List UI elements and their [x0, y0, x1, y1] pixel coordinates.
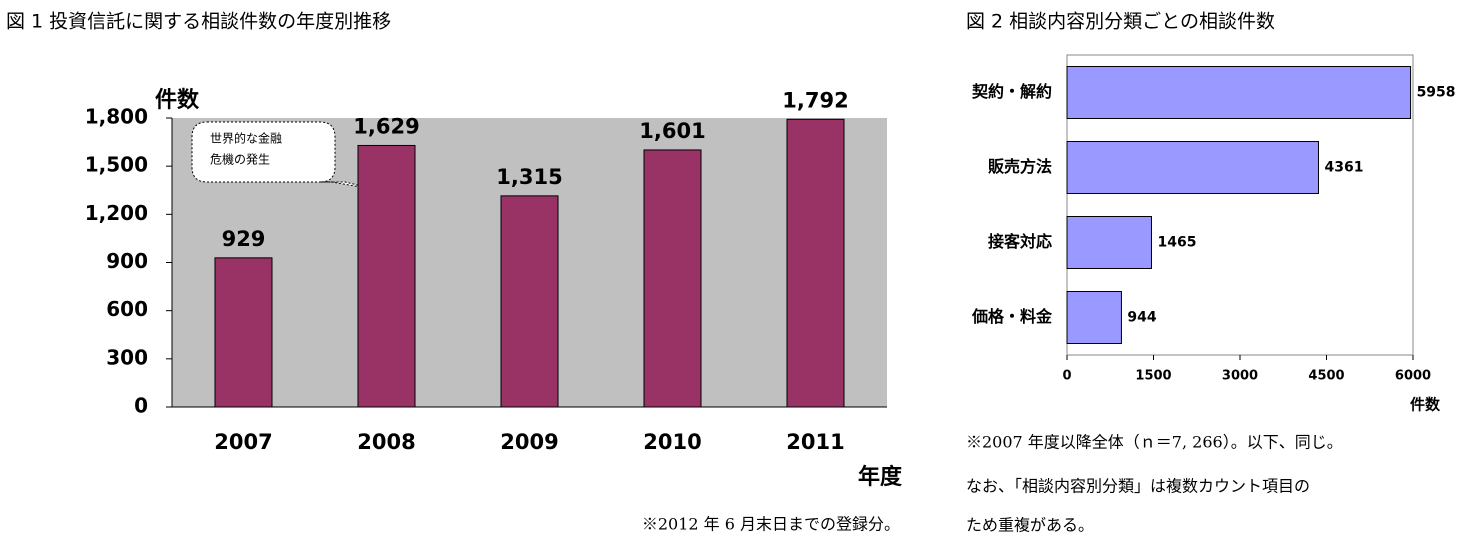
- y-tick-label: 1,200: [85, 201, 148, 225]
- y-tick-label: 1,800: [85, 105, 148, 129]
- y-tick-label: 0: [134, 394, 148, 418]
- bar: [500, 195, 559, 408]
- value-label: 1,601: [639, 119, 705, 143]
- y-tick-label: 契約・解約: [971, 82, 1052, 101]
- chart-title: 図 2 相談内容別分類ごとの相談件数: [966, 11, 1275, 33]
- x-tick-label: 2011: [786, 430, 844, 454]
- bar: [1066, 141, 1319, 194]
- y-axis-label: 件数: [155, 87, 200, 113]
- value-label: 1465: [1157, 235, 1196, 251]
- y-tick-label: 価格・料金: [971, 307, 1053, 326]
- x-tick-label: 2008: [357, 430, 415, 454]
- value-label: 1,629: [353, 114, 419, 138]
- bar: [786, 118, 845, 408]
- footnote: ※2012 年 6 月末日までの登録分。: [642, 515, 900, 534]
- x-tick-label: 6000: [1395, 369, 1431, 384]
- y-tick-label: 1,500: [85, 153, 148, 177]
- x-tick-label: 2010: [643, 430, 701, 454]
- bar: [1066, 216, 1152, 269]
- note: なお、「相談内容別分類」は複数カウント項目の: [966, 477, 1310, 496]
- y-tick-label: 900: [106, 249, 148, 273]
- x-axis-label: 年度: [858, 464, 903, 490]
- value-label: 1,792: [782, 88, 848, 112]
- x-tick-label: 0: [1062, 369, 1071, 384]
- note: ※2007 年度以降全体（ｎ＝7, 266）。以下、同じ。: [966, 433, 1343, 452]
- y-tick-label: 販売方法: [988, 157, 1052, 176]
- bar: [1066, 291, 1122, 344]
- y-tick-label: 接客対応: [988, 232, 1052, 251]
- value-label: 4361: [1324, 160, 1363, 176]
- value-label: 5958: [1417, 85, 1456, 101]
- x-tick-label: 3000: [1222, 369, 1258, 384]
- x-axis-label: 件数: [1410, 396, 1441, 414]
- bar: [1066, 66, 1412, 119]
- x-tick-label: 4500: [1308, 369, 1344, 384]
- bar: [214, 257, 273, 408]
- bar: [357, 144, 416, 408]
- x-tick-label: 2007: [214, 430, 272, 454]
- value-label: 1,315: [496, 165, 562, 189]
- annotation: 世界的な金融: [210, 131, 282, 146]
- note: ため重複がある。: [966, 516, 1094, 535]
- x-tick-label: 2009: [500, 430, 558, 454]
- chart-title: 図 1 投資信託に関する相談件数の年度別推移: [6, 11, 391, 33]
- value-label: 944: [1127, 310, 1156, 326]
- y-tick-label: 600: [106, 297, 148, 321]
- value-label: 929: [222, 227, 266, 251]
- x-tick-label: 1500: [1135, 369, 1171, 384]
- y-tick-label: 300: [106, 345, 148, 369]
- bar: [643, 149, 702, 408]
- annotation: 危機の発生: [210, 152, 270, 167]
